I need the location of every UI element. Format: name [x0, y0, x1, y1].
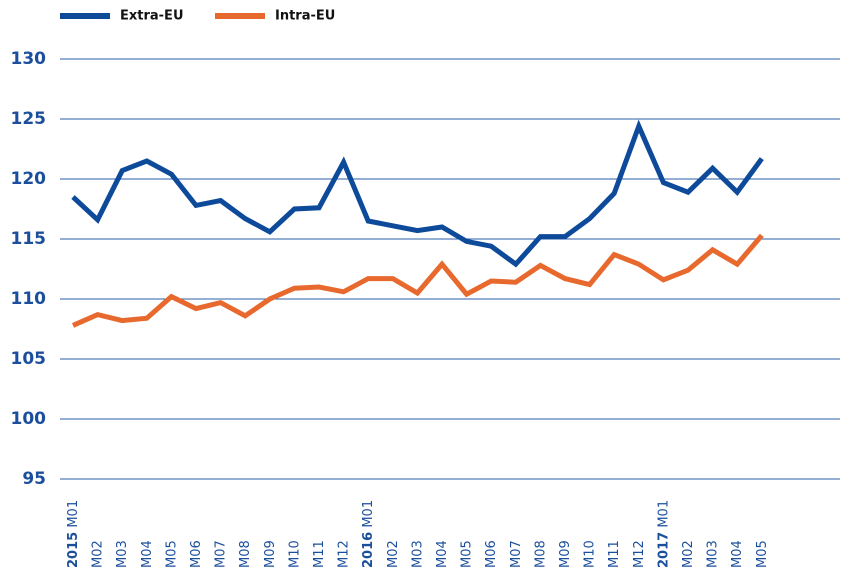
month-label: M06 — [484, 540, 499, 568]
series-line — [71, 119, 764, 268]
month-label: M01 — [66, 500, 81, 528]
month-label: M05 — [754, 540, 769, 568]
x-tick-label: M12 — [631, 540, 646, 568]
month-label: M04 — [139, 540, 154, 568]
month-label: M01 — [656, 500, 671, 528]
month-label: M09 — [262, 540, 277, 568]
month-label: M08 — [533, 540, 548, 568]
x-tick-label: M09 — [262, 540, 277, 568]
month-label: M03 — [410, 540, 425, 568]
x-tick-label: 2015 M01 — [66, 500, 81, 568]
y-tick-label: 130 — [11, 49, 47, 69]
x-tick-label: 2017 M01 — [656, 500, 671, 568]
x-tick-label: M06 — [484, 540, 499, 568]
month-label: M02 — [681, 540, 696, 568]
month-label: M06 — [189, 540, 204, 568]
x-tick-label: M05 — [164, 540, 179, 568]
x-tick-label: M07 — [508, 540, 523, 568]
x-tick-label: M07 — [213, 540, 228, 568]
x-tick-label: M09 — [558, 540, 573, 568]
y-tick-label: 120 — [11, 169, 47, 189]
month-label: M03 — [705, 540, 720, 568]
month-label: M05 — [164, 540, 179, 568]
x-tick-label: M04 — [435, 540, 450, 568]
year-label: 2016 — [361, 532, 376, 568]
x-tick-label: M05 — [459, 540, 474, 568]
x-tick-label: M11 — [607, 540, 622, 568]
month-label: M02 — [385, 540, 400, 568]
month-label: M10 — [287, 540, 302, 568]
x-tick-label: M05 — [754, 540, 769, 568]
x-tick-label: M02 — [681, 540, 696, 568]
x-tick-label: M12 — [336, 540, 351, 568]
month-label: M07 — [508, 540, 523, 568]
y-tick-label: 125 — [11, 109, 47, 129]
month-label: M07 — [213, 540, 228, 568]
x-tick-label: M02 — [90, 540, 105, 568]
x-tick-label: M10 — [582, 540, 597, 568]
x-tick-label: M08 — [238, 540, 253, 568]
x-tick-label: M10 — [287, 540, 302, 568]
year-label: 2015 — [66, 532, 81, 568]
y-tick-label: 105 — [11, 349, 47, 369]
month-label: M04 — [435, 540, 450, 568]
month-label: M12 — [336, 540, 351, 568]
x-tick-label: M04 — [139, 540, 154, 568]
month-label: M11 — [312, 540, 327, 568]
x-tick-label: M03 — [705, 540, 720, 568]
x-tick-label: M02 — [385, 540, 400, 568]
series-line — [71, 233, 764, 328]
x-tick-label: 2016 M01 — [361, 500, 376, 568]
legend-label: Extra-EU — [120, 9, 184, 24]
x-tick-label: M06 — [189, 540, 204, 568]
month-label: M10 — [582, 540, 597, 568]
month-label: M01 — [361, 500, 376, 528]
x-tick-label: M03 — [115, 540, 130, 568]
x-tick-label: M04 — [730, 540, 745, 568]
month-label: M02 — [90, 540, 105, 568]
y-tick-label: 115 — [11, 229, 47, 249]
month-label: M09 — [558, 540, 573, 568]
month-label: M11 — [607, 540, 622, 568]
y-tick-label: 100 — [11, 409, 47, 429]
month-label: M03 — [115, 540, 130, 568]
month-label: M12 — [631, 540, 646, 568]
legend-label: Intra-EU — [275, 9, 335, 24]
x-tick-label: M03 — [410, 540, 425, 568]
month-label: M04 — [730, 540, 745, 568]
month-label: M08 — [238, 540, 253, 568]
month-label: M05 — [459, 540, 474, 568]
y-tick-label: 95 — [22, 469, 46, 489]
y-tick-label: 110 — [11, 289, 47, 309]
year-label: 2017 — [656, 532, 671, 568]
x-tick-label: M08 — [533, 540, 548, 568]
x-tick-label: M11 — [312, 540, 327, 568]
